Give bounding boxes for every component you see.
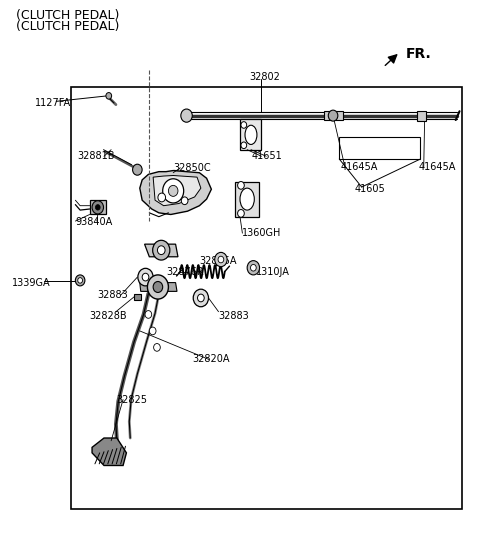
Text: (CLUTCH PEDAL): (CLUTCH PEDAL)	[16, 9, 119, 22]
Text: 32820A: 32820A	[192, 354, 230, 364]
Circle shape	[153, 282, 163, 293]
Circle shape	[138, 268, 153, 286]
Circle shape	[218, 256, 224, 263]
Circle shape	[247, 261, 260, 275]
Polygon shape	[153, 176, 201, 206]
Text: 1310JA: 1310JA	[256, 267, 289, 277]
Text: 32876R: 32876R	[166, 267, 204, 277]
Circle shape	[241, 142, 247, 148]
Bar	[134, 294, 141, 300]
Text: 32850C: 32850C	[173, 163, 211, 173]
Polygon shape	[140, 283, 177, 291]
Text: 1360GH: 1360GH	[242, 228, 282, 238]
Text: 32825: 32825	[116, 395, 147, 405]
Circle shape	[153, 240, 170, 260]
Polygon shape	[240, 119, 262, 150]
Text: (CLUTCH PEDAL): (CLUTCH PEDAL)	[16, 19, 119, 33]
Circle shape	[106, 93, 112, 99]
Polygon shape	[144, 244, 178, 257]
Circle shape	[158, 193, 166, 202]
Circle shape	[198, 294, 204, 302]
Circle shape	[251, 264, 256, 271]
Polygon shape	[92, 438, 126, 465]
Polygon shape	[90, 200, 107, 215]
Text: 32881B: 32881B	[78, 151, 115, 161]
Circle shape	[193, 289, 208, 307]
Circle shape	[142, 273, 149, 281]
Circle shape	[215, 252, 227, 267]
Ellipse shape	[245, 125, 257, 145]
Circle shape	[75, 275, 85, 286]
Text: 41651: 41651	[252, 151, 283, 161]
Circle shape	[78, 278, 83, 283]
Text: 32883: 32883	[218, 311, 249, 321]
Circle shape	[163, 179, 184, 203]
Circle shape	[181, 197, 188, 205]
Circle shape	[96, 205, 100, 210]
Bar	[417, 111, 426, 120]
Circle shape	[132, 164, 142, 175]
Circle shape	[241, 121, 247, 128]
Text: 32828B: 32828B	[90, 311, 127, 321]
Bar	[71, 87, 462, 509]
Circle shape	[328, 110, 338, 121]
Text: 1127FA: 1127FA	[35, 98, 71, 108]
Bar	[339, 137, 420, 159]
Text: 93840A: 93840A	[75, 217, 113, 227]
Circle shape	[181, 109, 192, 122]
Circle shape	[238, 182, 244, 189]
Circle shape	[154, 343, 160, 351]
Ellipse shape	[240, 188, 254, 210]
Polygon shape	[235, 182, 259, 217]
Text: 32802: 32802	[250, 72, 280, 82]
Text: 32883: 32883	[97, 290, 128, 300]
Circle shape	[147, 275, 168, 299]
Text: 41645A: 41645A	[419, 162, 456, 172]
Text: 41605: 41605	[355, 184, 385, 194]
Circle shape	[149, 327, 156, 335]
Text: FR.: FR.	[406, 46, 432, 61]
Circle shape	[145, 311, 152, 319]
Circle shape	[168, 185, 178, 197]
Polygon shape	[140, 171, 211, 215]
Circle shape	[157, 246, 165, 254]
Text: 41645A: 41645A	[340, 162, 378, 172]
Text: 1339GA: 1339GA	[12, 278, 50, 288]
Text: 32815A: 32815A	[199, 256, 237, 266]
Polygon shape	[324, 112, 343, 120]
Circle shape	[92, 201, 104, 214]
Circle shape	[238, 210, 244, 217]
